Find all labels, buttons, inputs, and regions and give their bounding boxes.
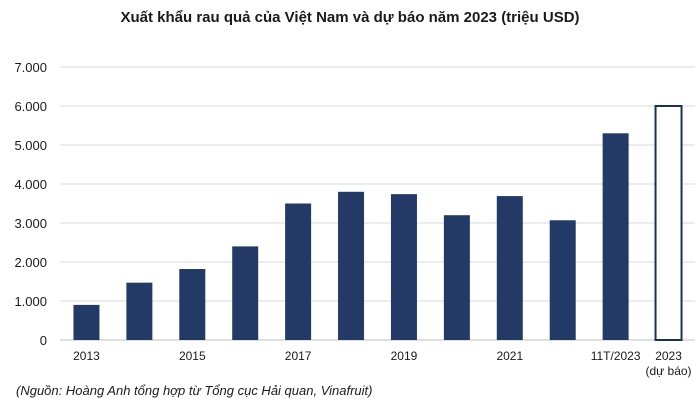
y-tick-label: 2.000 xyxy=(14,255,47,270)
y-tick-label: 3.000 xyxy=(14,216,47,231)
bar xyxy=(232,246,259,340)
y-tick-label: 6.000 xyxy=(14,99,47,114)
y-tick-label: 7.000 xyxy=(14,60,47,75)
bar xyxy=(73,304,100,340)
bar xyxy=(285,203,312,340)
x-tick-label: (dự báo) xyxy=(646,364,692,378)
x-tick-label: 2015 xyxy=(179,349,206,363)
x-tick-label: 2023 xyxy=(655,349,682,363)
y-tick-label: 4.000 xyxy=(14,177,47,192)
bar xyxy=(126,282,153,340)
bar xyxy=(443,215,470,340)
gridlines xyxy=(60,66,695,341)
bar xyxy=(390,194,417,340)
bar xyxy=(338,191,365,340)
bars xyxy=(73,105,683,341)
bar-forecast xyxy=(654,105,683,341)
chart-title: Xuất khẩu rau quả của Việt Nam và dự báo… xyxy=(120,9,580,26)
y-tick-label: 0 xyxy=(40,333,47,348)
x-tick-label: 2017 xyxy=(285,349,312,363)
x-tick-label: 2013 xyxy=(73,349,100,363)
y-axis-ticks: 0 1.000 2.000 3.000 4.000 5.000 6.000 7.000 xyxy=(14,60,47,348)
bar xyxy=(602,133,629,340)
x-tick-label: 11T/2023 xyxy=(591,349,641,363)
y-tick-label: 5.000 xyxy=(14,138,47,153)
y-tick-label: 1.000 xyxy=(14,294,47,309)
x-tick-label: 2021 xyxy=(496,349,523,363)
x-axis-ticks: 2013 2015 2017 2019 2021 11T/2023 2023(dự báo) xyxy=(73,349,691,378)
bar xyxy=(549,220,576,340)
bar xyxy=(496,196,523,340)
x-tick-label: 2019 xyxy=(391,349,418,363)
source-note: (Nguồn: Hoàng Anh tổng hợp từ Tổng cục H… xyxy=(16,383,373,398)
bar xyxy=(179,269,206,340)
